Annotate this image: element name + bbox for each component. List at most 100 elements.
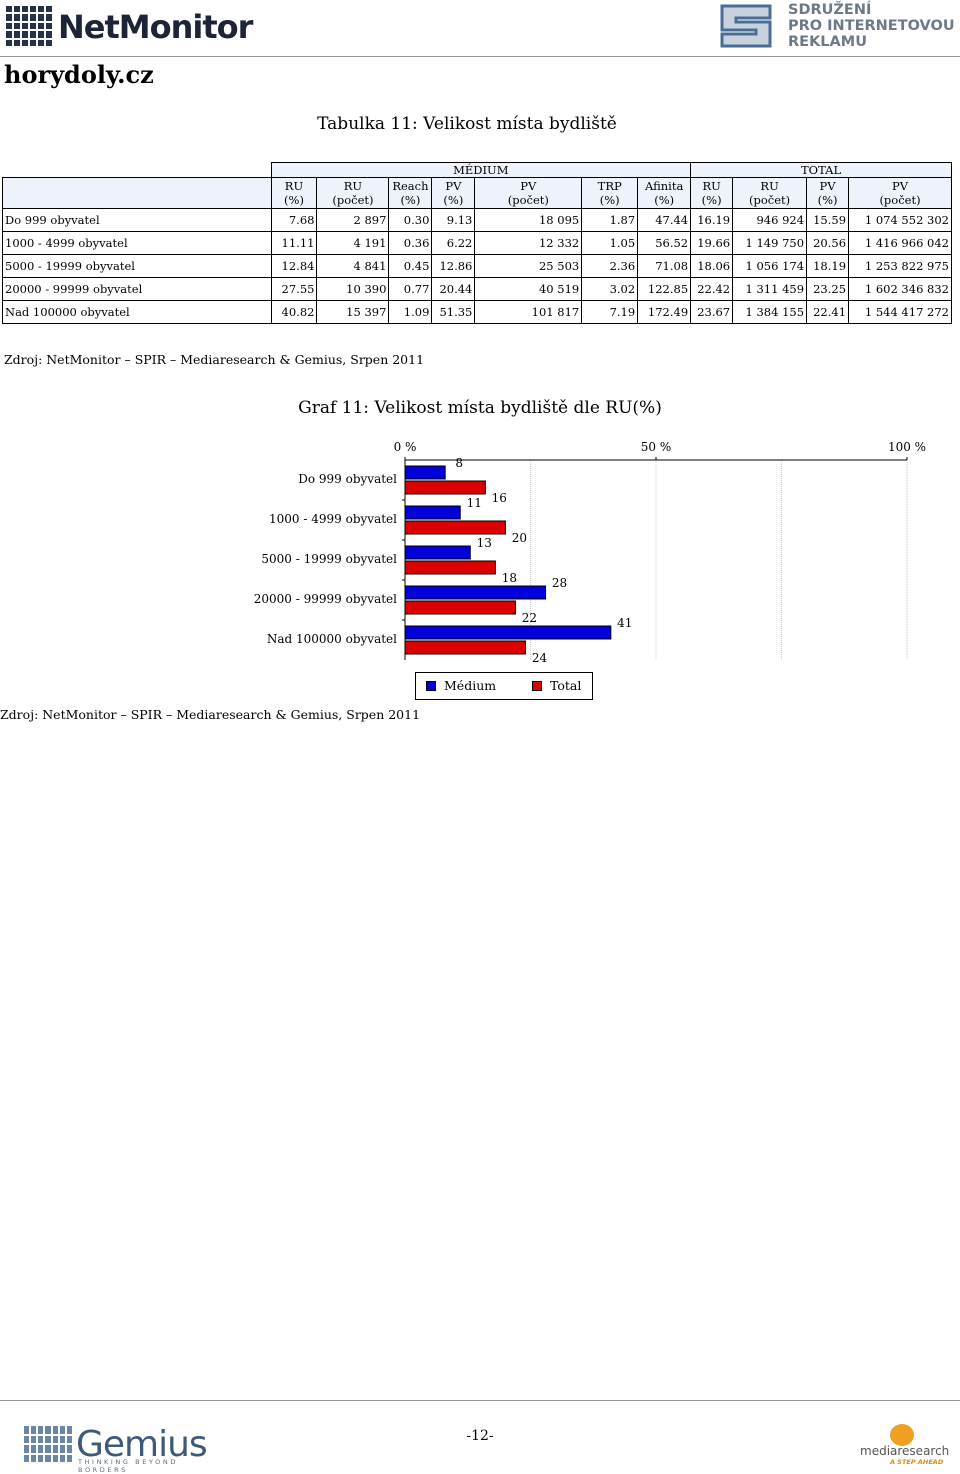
table-cell: 47.44 (637, 208, 692, 232)
bar (404, 465, 446, 480)
table-cell: 20.56 (806, 231, 850, 255)
table-cell: 20.44 (431, 277, 476, 301)
column-header: RU (%) (270, 177, 318, 209)
legend-label-medium: Médium (444, 678, 497, 693)
table-cell: 1 311 459 (732, 277, 808, 301)
data-table: MÉDIUM TOTAL RU (%) RU (počet) Reach (%) PV… (2, 162, 952, 324)
group-header-total: TOTAL (690, 162, 952, 178)
table-cell: 40.82 (270, 300, 318, 324)
table-cell: 18.19 (806, 254, 850, 278)
category-label: 5000 - 19999 obyvatel (261, 552, 397, 566)
table-cell: 101 817 (474, 300, 583, 324)
header-divider (0, 56, 960, 57)
x-tick-label: 0 % (394, 440, 417, 454)
mediaresearch-logo-tagline: A STEP AHEAD (890, 1458, 944, 1466)
table-cell: 71.08 (637, 254, 692, 278)
table-cell: 2.36 (581, 254, 639, 278)
chart-title: Graf 11: Velikost místa bydliště dle RU(… (298, 398, 662, 418)
netmonitor-logo-icon (6, 6, 52, 46)
table-cell: 3.02 (581, 277, 639, 301)
table-cell: 22.41 (806, 300, 850, 324)
chart-legend: Médium Total (415, 672, 593, 700)
column-header: PV (počet) (474, 177, 583, 209)
mediaresearch-logo-text: mediaresearch (860, 1444, 950, 1458)
page-number: -12- (466, 1428, 494, 1444)
table-cell: 18.06 (690, 254, 734, 278)
category-label: 1000 - 4999 obyvatel (269, 512, 397, 526)
table-cell: 9.13 (431, 208, 476, 232)
table-cell: 16.19 (690, 208, 734, 232)
table-corner (2, 162, 272, 178)
table-row: Nad 100000 obyvatel 40.82 15 397 1.09 51.35 1… (2, 300, 952, 324)
column-header: PV (počet) (848, 177, 952, 209)
bar-chart: 0 % 50 % 100 % Do 999 obyvatel 8 16 1000 - 499… (254, 440, 926, 665)
category-label: Nad 100000 obyvatel (267, 632, 397, 646)
table-cell: 946 924 (732, 208, 808, 232)
table-cell: 4 191 (316, 231, 390, 255)
row-label: 20000 - 99999 obyvatel (2, 277, 272, 301)
table-cell: 1 602 346 832 (848, 277, 952, 301)
table-row: 5000 - 19999 obyvatel 12.84 4 841 0.45 12.86… (2, 254, 952, 278)
x-tick-label: 100 % (888, 440, 926, 454)
table-cell: 22.42 (690, 277, 734, 301)
data-label: 8 (455, 456, 463, 470)
table-cell: 10 390 (316, 277, 390, 301)
table-cell: 1 253 822 975 (848, 254, 952, 278)
data-label: 18 (502, 571, 517, 585)
chart-source: Zdroj: NetMonitor – SPIR – Mediaresearch… (0, 707, 421, 722)
data-label: 11 (467, 496, 482, 510)
footer-divider (0, 1400, 960, 1401)
gemius-logo: Gemius THINKING BEYOND BORDERS (24, 1424, 208, 1474)
row-label: Nad 100000 obyvatel (2, 300, 272, 324)
spir-logo: SDRUŽENÍ PRO INTERNETOVOU REKLAMU (718, 2, 958, 52)
table-cell: 18 095 (474, 208, 583, 232)
table-cell: 51.35 (431, 300, 476, 324)
column-header: TRP (%) (581, 177, 639, 209)
netmonitor-logo-text: NetMonitor (58, 8, 253, 46)
column-header: PV (%) (806, 177, 850, 209)
column-header: RU (%) (690, 177, 734, 209)
data-label: 22 (522, 611, 537, 625)
table-cell: 25 503 (474, 254, 583, 278)
table-cell: 1.87 (581, 208, 639, 232)
bar (404, 520, 506, 535)
table-row: Do 999 obyvatel 7.68 2 897 0.30 9.13 18 095 1.… (2, 208, 952, 232)
legend-swatch-total (532, 681, 542, 691)
table-row: 20000 - 99999 obyvatel 27.55 10 390 0.77 20.… (2, 277, 952, 301)
table-cell: 40 519 (474, 277, 583, 301)
table-cell: 1.05 (581, 231, 639, 255)
table-cell: 0.45 (388, 254, 433, 278)
mediaresearch-logo: mediaresearch A STEP AHEAD (860, 1424, 952, 1468)
table-cell: 172.49 (637, 300, 692, 324)
column-header: RU (počet) (316, 177, 390, 209)
column-header: Afinita (%) (637, 177, 692, 209)
data-label: 41 (617, 616, 632, 630)
table-cell: 6.22 (431, 231, 476, 255)
table-cell: 0.77 (388, 277, 433, 301)
row-label: Do 999 obyvatel (2, 208, 272, 232)
table-cell: 15 397 (316, 300, 390, 324)
spir-logo-line-3: REKLAMU (788, 34, 867, 50)
table-cell: 7.68 (270, 208, 318, 232)
bar (404, 505, 461, 520)
spir-logo-line-2: PRO INTERNETOVOU (788, 18, 955, 34)
bar (404, 545, 471, 560)
table-cell: 1 384 155 (732, 300, 808, 324)
column-header: Reach (%) (388, 177, 433, 209)
bar (404, 640, 526, 655)
table-source: Zdroj: NetMonitor – SPIR – Mediaresearch… (4, 352, 425, 367)
table-cell: 23.25 (806, 277, 850, 301)
table-cell: 4 841 (316, 254, 390, 278)
table-cell: 19.66 (690, 231, 734, 255)
bar (404, 585, 547, 600)
table-cell: 1 544 417 272 (848, 300, 952, 324)
table-cell: 11.11 (270, 231, 318, 255)
table-title: Tabulka 11: Velikost místa bydliště (317, 114, 617, 134)
x-tick-label: 50 % (641, 440, 672, 454)
column-header: RU (počet) (732, 177, 808, 209)
spir-logo-line-1: SDRUŽENÍ (788, 2, 872, 18)
table-cell: 27.55 (270, 277, 318, 301)
gemius-logo-icon (24, 1426, 72, 1462)
column-header: PV (%) (431, 177, 476, 209)
table-cell: 1 416 966 042 (848, 231, 952, 255)
